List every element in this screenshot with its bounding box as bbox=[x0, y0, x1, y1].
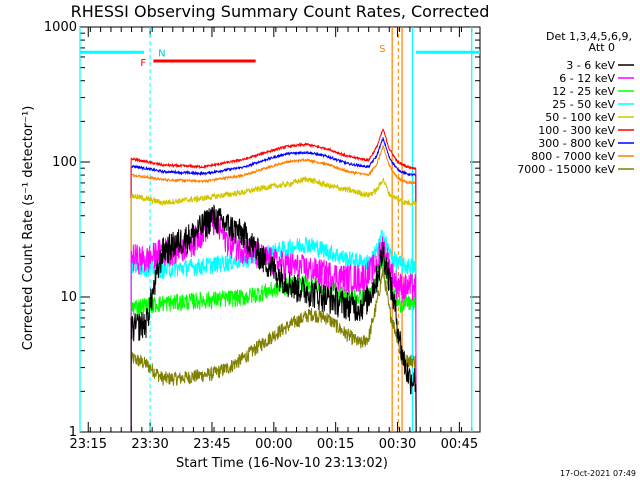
legend-label: 3 - 6 keV bbox=[566, 59, 615, 72]
x-tick-label: 23:15 bbox=[70, 437, 107, 452]
y-tick-label: 10 bbox=[60, 290, 77, 305]
legend-label: 50 - 100 keV bbox=[545, 111, 615, 124]
legend-label: 100 - 300 keV bbox=[538, 124, 615, 137]
series-line bbox=[130, 204, 417, 433]
x-tick-label: 00:00 bbox=[255, 437, 292, 452]
legend-label: 25 - 50 keV bbox=[552, 98, 615, 111]
legend-label: 300 - 800 keV bbox=[538, 137, 615, 150]
y-tick-label: 1000 bbox=[44, 20, 77, 35]
plot-frame bbox=[79, 26, 481, 433]
series-line bbox=[130, 229, 417, 433]
series-line bbox=[130, 144, 417, 433]
y-tick-label: 100 bbox=[52, 155, 77, 170]
night-label: N bbox=[158, 48, 165, 59]
series-line bbox=[130, 137, 417, 433]
series-line bbox=[130, 266, 417, 433]
x-tick-label: 00:15 bbox=[317, 437, 354, 452]
series-line bbox=[130, 175, 417, 433]
y-axis-label: Corrected Count Rate (s⁻¹ detector⁻¹) bbox=[21, 106, 36, 351]
legend-label: 12 - 25 keV bbox=[552, 85, 615, 98]
x-axis-label: Start Time (16-Nov-10 23:13:02) bbox=[176, 456, 388, 471]
saa-label: S bbox=[379, 44, 385, 55]
legend-header: Det 1,3,4,5,6,9, bbox=[546, 30, 632, 43]
x-tick-label: 23:45 bbox=[193, 437, 230, 452]
plot-area: 1 10 100 1000 23:15 23:30 23:45 00:00 00:15 00:30… bbox=[44, 20, 481, 452]
timestamp: 17-Oct-2021 07:49 bbox=[560, 469, 636, 478]
chart-title: RHESSI Observing Summary Count Rates, Co… bbox=[71, 2, 490, 21]
x-tick-label: 00:30 bbox=[379, 437, 416, 452]
flare-label: F bbox=[140, 58, 146, 69]
x-tick-label: 00:45 bbox=[441, 437, 478, 452]
legend-subheader: Att 0 bbox=[589, 41, 615, 54]
y-tick-label: 1 bbox=[69, 425, 77, 440]
series-line bbox=[130, 128, 417, 433]
legend-label: 7000 - 15000 keV bbox=[517, 163, 615, 176]
legend-label: 800 - 7000 keV bbox=[531, 150, 615, 163]
series-line bbox=[130, 252, 417, 433]
legend-label: 6 - 12 keV bbox=[559, 72, 615, 85]
x-tick-label: 23:30 bbox=[131, 437, 168, 452]
